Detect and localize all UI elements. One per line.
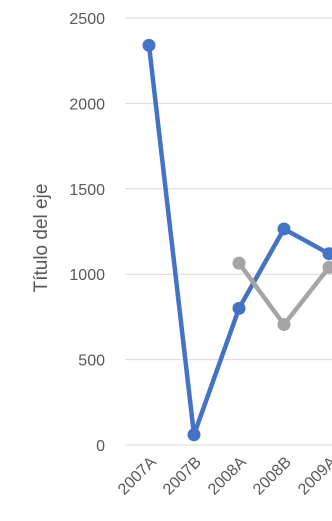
series-2 — [232, 256, 332, 332]
series-1 — [142, 38, 332, 442]
x-tick-label-2008B: 2008B — [250, 454, 295, 499]
series-2-line — [237, 261, 331, 327]
series-1-point-2008B — [277, 222, 291, 236]
x-tick-labels: 2007A 2007B 2008A 2008B 2009A — [115, 454, 332, 499]
y-axis-title: Título del eje — [31, 184, 52, 293]
y-tick-labels: 0 500 1000 1500 2000 2500 — [69, 11, 105, 455]
y-tick-label-1500: 1500 — [69, 182, 105, 199]
series-1-point-2007A — [142, 38, 156, 52]
x-tick-label-2008A: 2008A — [205, 454, 250, 499]
series-layer — [142, 38, 332, 442]
x-tick-label-2007A: 2007A — [115, 454, 160, 499]
x-tick-label-2007B: 2007B — [160, 454, 205, 499]
y-tick-label-500: 500 — [78, 353, 105, 370]
series-2-point-2008B — [277, 318, 291, 332]
gridlines — [125, 17, 332, 446]
series-1-point-2007B — [187, 428, 201, 442]
y-tick-label-2500: 2500 — [69, 11, 105, 28]
y-tick-label-2000: 2000 — [69, 96, 105, 113]
x-tick-label-2009A: 2009A — [295, 454, 332, 499]
series-2-point-2008A — [232, 256, 246, 270]
y-tick-label-0: 0 — [96, 438, 105, 455]
y-tick-label-1000: 1000 — [69, 267, 105, 284]
series-1-point-2009A — [322, 247, 332, 261]
series-1-point-2008A — [232, 301, 246, 315]
series-2-point-2009A — [322, 260, 332, 274]
